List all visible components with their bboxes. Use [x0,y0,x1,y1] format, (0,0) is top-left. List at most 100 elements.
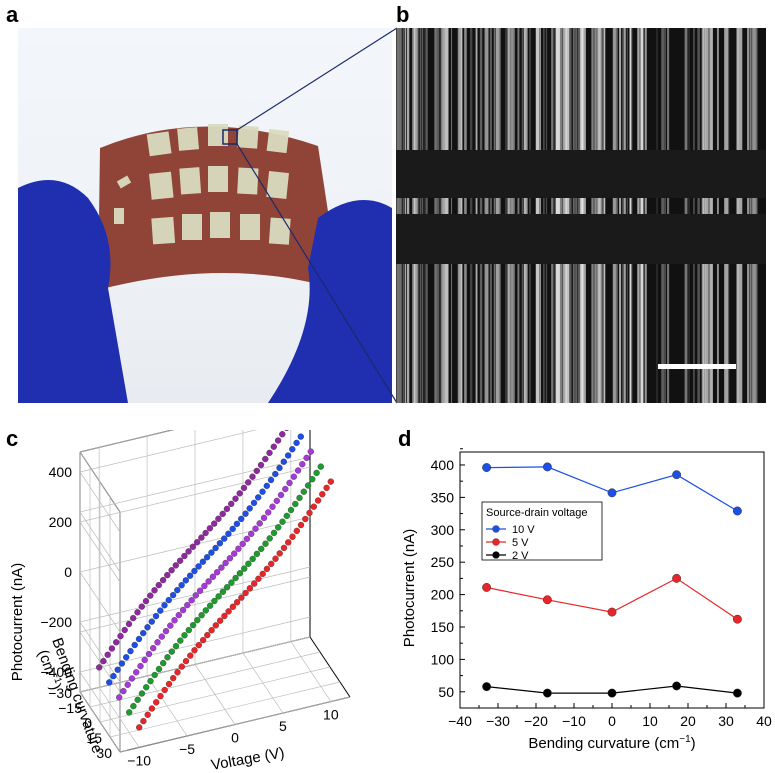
zoom-connector [236,27,398,404]
c-series-group [96,430,334,731]
c-point [262,540,269,547]
electrode-array [114,124,291,245]
d-x-axis-label-sup: −1 [679,734,691,745]
c-point [198,534,205,541]
c-point [199,558,207,565]
c-point [239,540,246,548]
c-point [185,548,192,555]
c-point [147,592,154,599]
d-series-group [482,462,742,698]
c-series-2 [116,448,314,701]
c-point [154,639,161,646]
c-point [124,681,131,688]
c-point [203,554,211,561]
c-point [141,656,148,664]
legend-marker [492,538,500,546]
legend-entry: 10 V [512,524,535,536]
c-point [199,636,207,644]
c-point [96,664,103,671]
c-point [292,500,299,508]
panel-label-d: d [398,426,412,451]
c-point [256,520,263,527]
c-point [191,567,198,575]
d-x-tick-label: 10 [642,713,658,729]
c-point [255,575,262,582]
legend-entry: 5 V [512,537,529,549]
c-point [265,509,272,516]
c-series-0 [96,430,289,671]
legend-entry: 2 V [512,550,529,562]
c-x-tick: 5 [279,718,287,734]
c-x-tick: 10 [323,707,339,723]
c-point [270,529,278,537]
c-point [157,692,164,700]
c-point [226,555,234,562]
c-point [104,651,111,658]
c-point [272,470,279,478]
c-point [130,614,137,622]
c-y-tick: 15 [86,730,102,746]
c-point [211,597,218,605]
c-point [253,550,261,558]
c-point [229,603,237,610]
c-point [181,552,188,560]
d-x-tick-label: 30 [718,713,734,729]
c-point [236,490,243,497]
c-point [233,520,241,528]
chart-d-photocurrent: −40 −30 −20 −10 0 10 20 30 40 50 100 150 200 250 300 35… [401,448,772,752]
c-point [213,569,221,576]
c-point [209,573,217,580]
legend-box [481,501,603,561]
d-point [607,488,617,498]
c-point [142,597,150,605]
c-point [164,654,171,661]
device-photo-illustration [18,124,392,403]
c-point [289,533,296,540]
nanowire-micrograph [396,28,766,403]
c-point [185,626,192,634]
c-point [327,478,334,485]
c-point [168,567,175,574]
c-point [137,662,144,670]
c-point [277,491,285,499]
c-point [175,611,182,619]
legend-marker [492,551,500,559]
c-point [304,482,312,489]
c-point [314,497,322,504]
c-point [150,644,157,652]
c-y-tick: −30 [48,685,72,701]
c-point [116,694,123,701]
d-legend: Source-drain voltage 10 V5 V2 V [481,501,603,562]
c-point [165,596,172,604]
c-point [189,621,197,629]
c-point [144,624,151,631]
c-point [258,545,265,553]
d-y-tick-label: 50 [438,684,454,700]
c-point [223,505,231,513]
c-point [121,626,128,634]
d-point [542,688,552,698]
c-point [279,431,286,438]
c-point [106,679,113,686]
c-point [219,510,226,518]
c-point [165,680,173,688]
c-series-1 [106,433,304,686]
c-point [268,560,275,568]
c-point [140,629,147,637]
c-point [206,602,214,609]
electrode-gap-top [396,150,766,198]
c-point [232,574,239,582]
c-point [293,527,300,535]
c-point [245,560,252,567]
c-point [263,482,270,490]
electrode-gap-bottom [396,214,766,264]
c-point [215,515,222,522]
panel-label-b: b [396,2,410,27]
c-point [231,550,238,557]
micrograph-illustration [396,28,766,403]
c-x-axis-label: Voltage (V) [210,744,286,773]
c-point [126,709,133,716]
c-point [157,607,164,614]
c-point [249,473,256,480]
c-point [248,530,255,538]
